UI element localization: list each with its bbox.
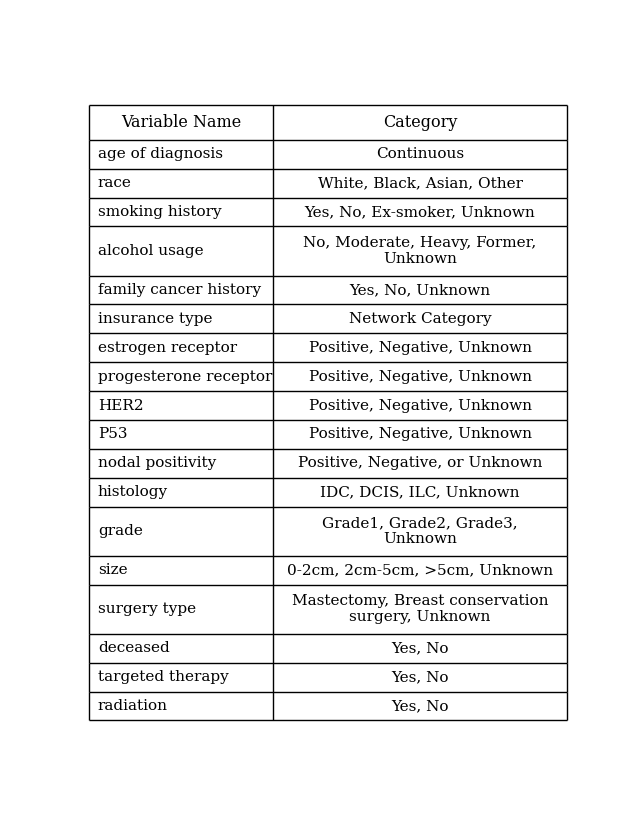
Text: progesterone receptor: progesterone receptor: [98, 370, 272, 384]
Text: size: size: [98, 563, 127, 577]
Text: age of diagnosis: age of diagnosis: [98, 147, 223, 161]
Text: HER2: HER2: [98, 398, 143, 412]
Text: grade: grade: [98, 524, 143, 538]
Text: Positive, Negative, Unknown: Positive, Negative, Unknown: [308, 428, 532, 441]
Text: White, Black, Asian, Other: White, Black, Asian, Other: [317, 176, 522, 190]
Text: smoking history: smoking history: [98, 205, 221, 219]
Text: Positive, Negative, Unknown: Positive, Negative, Unknown: [308, 398, 532, 412]
Text: Network Category: Network Category: [349, 312, 492, 326]
Text: family cancer history: family cancer history: [98, 283, 261, 297]
Text: Mastectomy, Breast conservation
surgery, Unknown: Mastectomy, Breast conservation surgery,…: [292, 594, 548, 624]
Text: Continuous: Continuous: [376, 147, 464, 161]
Text: Positive, Negative, or Unknown: Positive, Negative, or Unknown: [298, 456, 542, 470]
Text: P53: P53: [98, 428, 127, 441]
Text: race: race: [98, 176, 132, 190]
Text: alcohol usage: alcohol usage: [98, 244, 204, 258]
Text: radiation: radiation: [98, 699, 168, 713]
Text: histology: histology: [98, 485, 168, 499]
Text: No, Moderate, Heavy, Former,
Unknown: No, Moderate, Heavy, Former, Unknown: [303, 236, 537, 266]
Text: surgery type: surgery type: [98, 602, 196, 616]
Text: Yes, No: Yes, No: [391, 699, 449, 713]
Text: insurance type: insurance type: [98, 312, 212, 326]
Text: estrogen receptor: estrogen receptor: [98, 341, 237, 354]
Text: Yes, No: Yes, No: [391, 641, 449, 655]
Text: Category: Category: [383, 114, 457, 131]
Text: Positive, Negative, Unknown: Positive, Negative, Unknown: [308, 370, 532, 384]
Text: IDC, DCIS, ILC, Unknown: IDC, DCIS, ILC, Unknown: [320, 485, 520, 499]
Text: Grade1, Grade2, Grade3,
Unknown: Grade1, Grade2, Grade3, Unknown: [322, 516, 518, 546]
Text: 0-2cm, 2cm-5cm, >5cm, Unknown: 0-2cm, 2cm-5cm, >5cm, Unknown: [287, 563, 553, 577]
Text: Yes, No: Yes, No: [391, 670, 449, 684]
Text: Yes, No, Ex-smoker, Unknown: Yes, No, Ex-smoker, Unknown: [305, 205, 536, 219]
Text: Variable Name: Variable Name: [121, 114, 241, 131]
Text: deceased: deceased: [98, 641, 170, 655]
Text: Positive, Negative, Unknown: Positive, Negative, Unknown: [308, 341, 532, 354]
Text: nodal positivity: nodal positivity: [98, 456, 216, 470]
Text: targeted therapy: targeted therapy: [98, 670, 228, 684]
Text: Yes, No, Unknown: Yes, No, Unknown: [349, 283, 491, 297]
